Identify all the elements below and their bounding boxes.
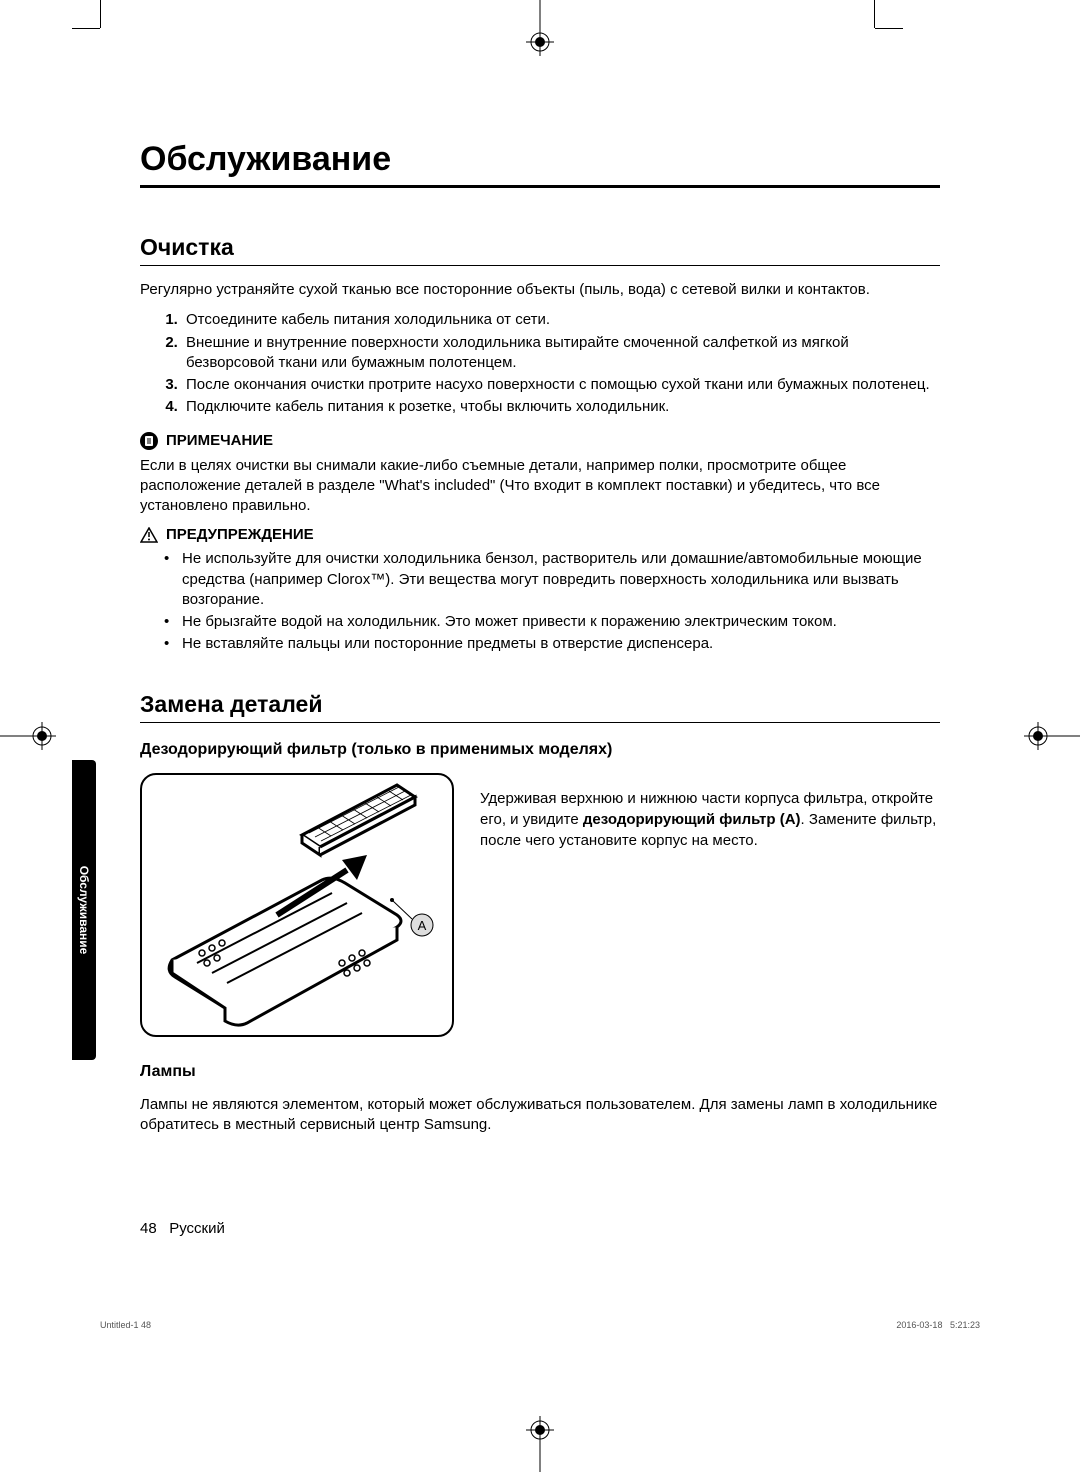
side-tab-label: Обслуживание xyxy=(77,866,91,955)
filter-figure: A xyxy=(140,773,454,1037)
section-rule xyxy=(140,265,940,266)
note-heading: ПРИМЕЧАНИЕ xyxy=(140,432,940,450)
crop-mark xyxy=(100,0,101,28)
footer-language: Русский xyxy=(169,1220,225,1237)
print-meta-date: 2016-03-18 xyxy=(896,1320,942,1330)
list-item: После окончания очистки протрите насухо … xyxy=(182,375,940,395)
warning-icon xyxy=(140,527,158,543)
page-title: Обслуживание xyxy=(140,140,940,179)
filter-row: A Удерживая верхнюю и нижнюю части корпу… xyxy=(140,773,940,1037)
print-meta-right: 2016-03-18 5:21:23 xyxy=(896,1320,980,1330)
crop-mark xyxy=(0,736,28,737)
registration-mark-icon xyxy=(1024,722,1052,750)
warning-list: Не используйте для очистки холодильника … xyxy=(140,549,940,654)
list-item: Подключите кабель питания к розетке, что… xyxy=(182,397,940,417)
registration-mark-icon xyxy=(526,1416,554,1444)
filter-text-bold: дезодорирующий фильтр (A) xyxy=(583,811,801,828)
print-metadata: Untitled-1 48 2016-03-18 5:21:23 xyxy=(100,1320,980,1330)
section-rule xyxy=(140,722,940,723)
note-icon xyxy=(140,432,158,450)
title-rule xyxy=(140,185,940,188)
crop-mark xyxy=(540,1444,541,1472)
list-item: Не используйте для очистки холодильника … xyxy=(182,549,940,610)
print-meta-time: 5:21:23 xyxy=(950,1320,980,1330)
filter-description: Удерживая верхнюю и нижнюю части корпуса… xyxy=(480,788,940,851)
list-item: Отсоедините кабель питания холодильника … xyxy=(182,310,940,330)
registration-mark-icon xyxy=(28,722,56,750)
lamps-heading: Лампы xyxy=(140,1063,940,1081)
warning-label: ПРЕДУПРЕЖДЕНИЕ xyxy=(166,526,314,543)
section-cleaning-title: Очистка xyxy=(140,234,940,261)
list-item: Не вставляйте пальцы или посторонние пре… xyxy=(182,634,940,654)
warning-heading: ПРЕДУПРЕЖДЕНИЕ xyxy=(140,526,940,543)
cleaning-steps: Отсоедините кабель питания холодильника … xyxy=(140,310,940,417)
side-tab: Обслуживание xyxy=(72,760,96,1060)
page-footer: 48 Русский xyxy=(140,1220,225,1237)
page: Обслуживание Обслуживание Очистка Регуля… xyxy=(0,0,1080,1472)
crop-mark xyxy=(874,0,875,28)
registration-mark-icon xyxy=(526,28,554,56)
note-label: ПРИМЕЧАНИЕ xyxy=(166,432,273,449)
cleaning-intro: Регулярно устраняйте сухой тканью все по… xyxy=(140,280,940,300)
crop-mark xyxy=(540,0,541,28)
footer-page-number: 48 xyxy=(140,1220,157,1237)
crop-mark xyxy=(875,28,903,29)
section-replace-title: Замена деталей xyxy=(140,691,940,718)
list-item: Не брызгайте водой на холодильник. Это м… xyxy=(182,612,940,632)
figure-label-a: A xyxy=(418,918,427,933)
crop-mark xyxy=(1052,736,1080,737)
note-text: Если в целях очистки вы снимали какие-ли… xyxy=(140,456,940,517)
list-item: Внешние и внутренние поверхности холодил… xyxy=(182,333,940,374)
content-area: Обслуживание Очистка Регулярно устраняйт… xyxy=(140,140,940,1145)
filter-heading: Дезодорирующий фильтр (только в применим… xyxy=(140,741,940,759)
lamps-text: Лампы не являются элементом, который мож… xyxy=(140,1095,940,1136)
print-meta-left: Untitled-1 48 xyxy=(100,1320,151,1330)
crop-mark xyxy=(72,28,100,29)
